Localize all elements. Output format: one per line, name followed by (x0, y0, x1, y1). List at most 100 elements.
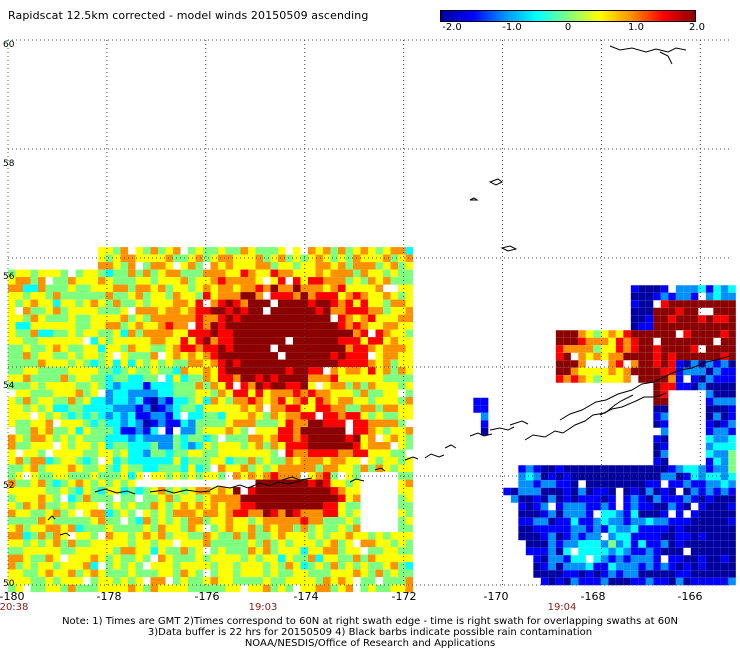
swath-cell (233, 449, 241, 458)
swath-cell (690, 495, 699, 503)
swath-cell (645, 510, 654, 518)
swath-cell (353, 247, 361, 255)
swath-cell (698, 322, 706, 331)
swath-cell (383, 344, 391, 353)
swath-cell (345, 314, 353, 323)
swath-cell (308, 502, 316, 510)
swath-cell (383, 412, 391, 420)
swath-cell (675, 345, 684, 353)
swath-cell (623, 540, 631, 548)
swath-cell (300, 389, 308, 398)
swath-cell (158, 329, 166, 338)
swath-cell (173, 494, 181, 503)
swath-cell (180, 502, 188, 510)
swath-cell (360, 269, 368, 278)
swath-cell (330, 277, 338, 285)
swath-cell (338, 404, 346, 413)
swath-cell (90, 502, 98, 510)
swath-cell (180, 547, 188, 555)
swath-cell (248, 307, 256, 315)
swath-cell (263, 419, 271, 428)
swath-cell (398, 374, 406, 383)
swath-cell (8, 277, 16, 285)
swath-cell (75, 367, 83, 375)
swath-cell (270, 434, 278, 443)
swath-cell (570, 562, 579, 571)
swath-cell (240, 524, 248, 533)
swath-cell (135, 307, 143, 315)
swath-cell (690, 285, 699, 293)
swath-cell (570, 517, 579, 526)
swath-cell (315, 352, 323, 360)
swath-cell (105, 517, 113, 525)
swath-cell (248, 554, 256, 563)
swath-cell (398, 472, 406, 480)
swath-cell (68, 397, 76, 405)
swath-cell (270, 547, 278, 555)
swath-cell (390, 374, 398, 383)
swath-cell (383, 307, 391, 315)
swath-cell (563, 487, 571, 496)
swath-cell (405, 494, 413, 503)
swath-cell (578, 465, 586, 473)
swath-cell (705, 330, 714, 338)
swath-cell (128, 292, 136, 300)
swath-cell (660, 382, 669, 391)
swath-cell (405, 344, 413, 353)
swath-cell (653, 577, 661, 586)
swath-cell (128, 337, 136, 345)
swath-cell (158, 457, 166, 465)
swath-cell (593, 547, 601, 556)
swath-cell (233, 487, 241, 495)
swath-cell (668, 330, 676, 338)
swath-cell (60, 584, 68, 593)
swath-cell (248, 539, 256, 548)
swath-cell (233, 539, 241, 548)
swath-cell (278, 292, 286, 300)
swath-cell (323, 262, 331, 270)
swath-cell (698, 555, 706, 563)
swath-cell (405, 472, 413, 480)
swath-cell (660, 330, 669, 338)
swath-cell (53, 554, 61, 563)
lon-label-neg180: -180 (0, 590, 25, 603)
swath-cell (630, 525, 639, 533)
swath-cell (143, 359, 151, 368)
swath-cell (105, 562, 113, 570)
swath-cell (165, 554, 173, 563)
swath-cell (720, 337, 729, 346)
swath-cell (225, 554, 233, 563)
swath-cell (698, 472, 706, 481)
swath-cell (240, 269, 248, 278)
swath-cell (278, 584, 286, 593)
swath-cell (15, 374, 23, 383)
swath-cell (405, 307, 413, 315)
swath-cell (555, 480, 564, 488)
swath-cell (98, 404, 106, 413)
swath-cell (533, 510, 541, 518)
swath-cell (690, 292, 699, 301)
swath-cell (270, 337, 278, 345)
swath-cell (53, 532, 61, 540)
swath-cell (660, 457, 669, 466)
swath-cell (53, 322, 61, 330)
swath-cell (248, 359, 256, 368)
swath-cell (173, 434, 181, 443)
swath-cell (158, 584, 166, 593)
swath-cell (8, 517, 16, 525)
swath-cell (240, 562, 248, 570)
swath-cell (353, 434, 361, 443)
swath-cell (398, 584, 406, 593)
swath-cell (645, 525, 654, 533)
swath-cell (45, 464, 53, 473)
swath-cell (390, 577, 398, 585)
swath-cell (480, 412, 489, 421)
swath-cell (225, 269, 233, 278)
swath-cell (323, 532, 331, 540)
swath-cell (8, 314, 16, 323)
swath-cell (188, 352, 196, 360)
swath-cell (323, 277, 331, 285)
swath-cell (173, 382, 181, 390)
swath-cell (180, 434, 188, 443)
swath-cell (128, 509, 136, 518)
